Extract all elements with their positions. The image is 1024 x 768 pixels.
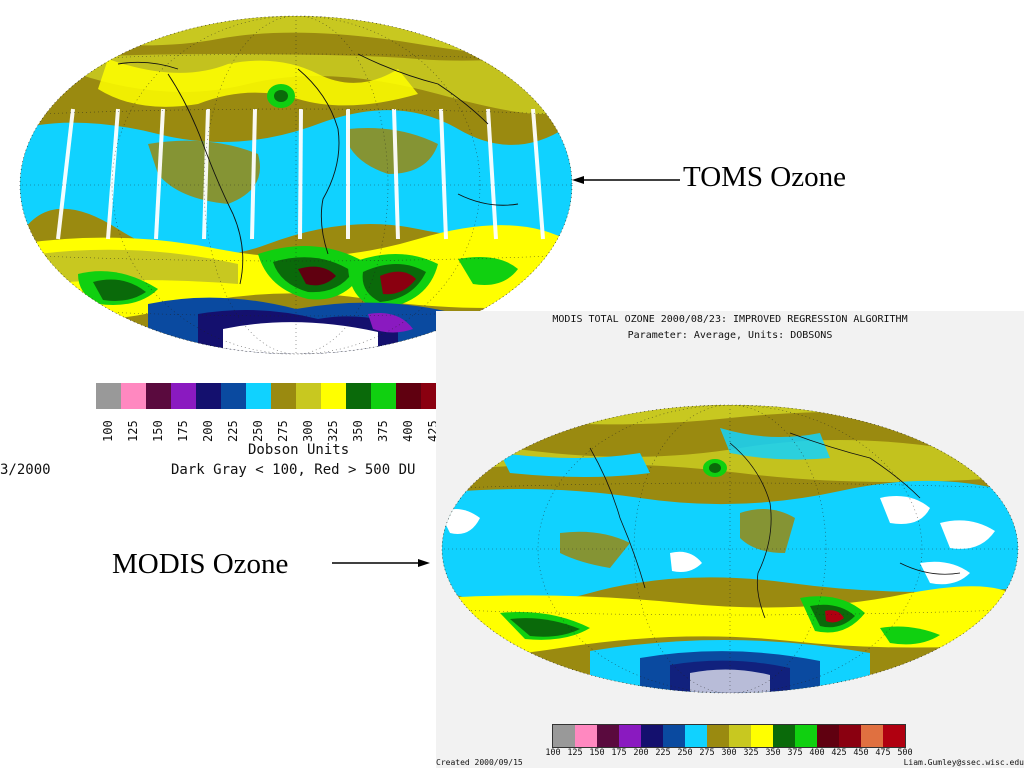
toms-tick-label: 225 [226, 420, 240, 442]
toms-arrow [572, 176, 680, 184]
modis-created-date: Created 2000/09/15 [436, 758, 523, 767]
toms-tick-label: 250 [251, 420, 265, 442]
toms-colorbar [96, 383, 446, 409]
toms-tick-label: 125 [126, 420, 140, 442]
modis-swatch-14 [861, 725, 883, 747]
modis-tick-label: 175 [611, 748, 627, 758]
modis-tick-label: 400 [809, 748, 825, 758]
toms-units-label: Dobson Units [248, 442, 350, 458]
modis-swatch-13 [839, 725, 861, 747]
toms-tick-label: 175 [176, 420, 190, 442]
modis-title: MODIS TOTAL OZONE 2000/08/23: IMPROVED R… [552, 314, 908, 325]
toms-ozone-label: TOMS Ozone [683, 161, 846, 193]
toms-swatch-4 [196, 383, 221, 409]
modis-tick-label: 150 [589, 748, 605, 758]
toms-tick-label: 375 [376, 420, 390, 442]
modis-ozone-map [441, 404, 1019, 694]
toms-swatch-5 [221, 383, 246, 409]
modis-swatch-3 [619, 725, 641, 747]
modis-swatch-8 [729, 725, 751, 747]
modis-parameter: Parameter: Average, Units: DOBSONS [627, 330, 833, 341]
toms-colorbar-ticks: 100 125 150 175 200 225 250 275 300 325 350 375 400 4… [96, 412, 446, 442]
modis-swatch-0 [553, 725, 575, 747]
toms-tick-label: 275 [276, 420, 290, 442]
toms-swatch-2 [146, 383, 171, 409]
toms-tick-label: 150 [151, 420, 165, 442]
modis-colorbar [552, 724, 906, 748]
toms-tick-label: 325 [326, 420, 340, 442]
modis-author: Liam.Gumley@ssec.wisc.edu [903, 758, 1024, 767]
modis-swatch-1 [575, 725, 597, 747]
toms-range-note: Dark Gray < 100, Red > 500 DU [171, 462, 416, 478]
toms-swatch-8 [296, 383, 321, 409]
modis-swatch-4 [641, 725, 663, 747]
toms-swatch-12 [396, 383, 421, 409]
modis-swatch-15 [883, 725, 905, 747]
modis-swatch-2 [597, 725, 619, 747]
toms-tick-label: 100 [101, 420, 115, 442]
modis-tick-label: 350 [765, 748, 781, 758]
modis-tick-label: 300 [721, 748, 737, 758]
toms-swatch-6 [246, 383, 271, 409]
toms-swatch-7 [271, 383, 296, 409]
modis-tick-label: 375 [787, 748, 803, 758]
toms-swatch-10 [346, 383, 371, 409]
modis-panel: MODIS TOTAL OZONE 2000/08/23: IMPROVED R… [436, 311, 1024, 768]
modis-swatch-7 [707, 725, 729, 747]
toms-tick-label: 400 [401, 420, 415, 442]
toms-swatch-9 [321, 383, 346, 409]
modis-tick-label: 325 [743, 748, 759, 758]
modis-tick-label: 500 [897, 748, 913, 758]
modis-tick-label: 125 [567, 748, 583, 758]
modis-tick-label: 225 [655, 748, 671, 758]
modis-tick-label: 200 [633, 748, 649, 758]
toms-swatch-3 [171, 383, 196, 409]
toms-swatch-0 [96, 383, 121, 409]
modis-tick-label: 425 [831, 748, 847, 758]
modis-tick-label: 100 [545, 748, 561, 758]
toms-tick-label: 300 [301, 420, 315, 442]
modis-ozone-label: MODIS Ozone [112, 548, 289, 580]
modis-swatch-11 [795, 725, 817, 747]
modis-tick-label: 450 [853, 748, 869, 758]
modis-swatch-9 [751, 725, 773, 747]
modis-swatch-5 [663, 725, 685, 747]
toms-date-fragment: 3/2000 [0, 462, 51, 478]
modis-arrow [332, 559, 430, 567]
modis-tick-label: 275 [699, 748, 715, 758]
toms-swatch-1 [121, 383, 146, 409]
toms-swatch-11 [371, 383, 396, 409]
modis-swatch-6 [685, 725, 707, 747]
toms-tick-label: 200 [201, 420, 215, 442]
toms-tick-label: 350 [351, 420, 365, 442]
modis-swatch-12 [817, 725, 839, 747]
modis-swatch-10 [773, 725, 795, 747]
modis-tick-label: 475 [875, 748, 891, 758]
toms-ozone-map [19, 15, 573, 355]
modis-colorbar-ticks: 100 125 150 175 200 225 250 275 300 325 350 375 400 4… [542, 748, 916, 758]
modis-tick-label: 250 [677, 748, 693, 758]
